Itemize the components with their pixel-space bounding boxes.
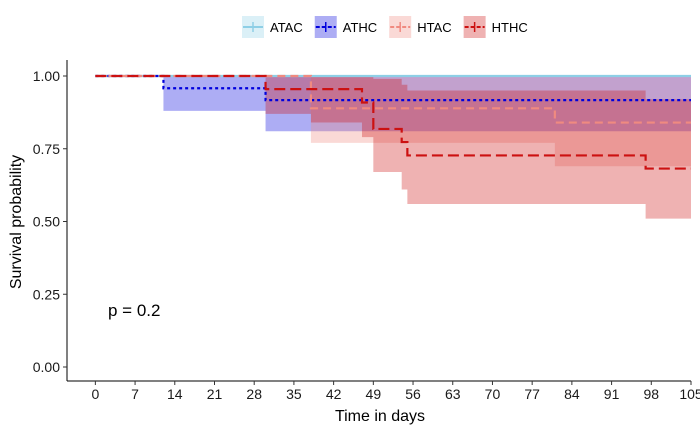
legend-label: ATHC: [343, 20, 377, 35]
x-axis-title: Time in days: [335, 408, 425, 425]
legend-item-athc: ATHC: [314, 16, 377, 38]
confidence-band-athc: [95, 76, 691, 132]
x-tick-label: 28: [246, 386, 262, 402]
legend-item-htac: HTAC: [389, 16, 452, 38]
x-tick-label: 63: [445, 386, 461, 402]
x-tick-label: 56: [405, 386, 421, 402]
confidence-band-hthc: [95, 76, 691, 219]
legend-item-atac: ATAC: [242, 16, 303, 38]
x-tick-label: 35: [286, 386, 302, 402]
x-tick-label: 91: [604, 386, 620, 402]
legend-label: HTAC: [417, 20, 451, 35]
legend-label: ATAC: [270, 20, 303, 35]
survival-curves: [95, 74, 691, 170]
x-tick-label: 42: [326, 386, 342, 402]
x-tick-label: 7: [131, 386, 139, 402]
legend: ATAC ATHC HTAC HTHC: [242, 16, 528, 38]
y-tick-label: 0.75: [33, 141, 60, 157]
x-tick-label: 0: [91, 386, 99, 402]
p-value-annotation: p = 0.2: [108, 301, 160, 320]
x-tick-label: 21: [207, 386, 223, 402]
y-axis-ticks: 0.00 0.25 0.50 0.75 1.00: [33, 68, 67, 375]
x-axis-ticks: 0 7 14 21 28 35 42 49 56 63 70 77 84 91 98 105: [91, 381, 700, 402]
x-tick-label: 49: [366, 386, 382, 402]
x-tick-label: 77: [524, 386, 540, 402]
x-tick-label: 14: [167, 386, 183, 402]
axes: [66, 60, 691, 382]
x-tick-label: 70: [485, 386, 501, 402]
confidence-bands: [95, 76, 691, 219]
y-tick-label: 0.25: [33, 286, 60, 302]
x-tick-label: 98: [644, 386, 660, 402]
y-tick-label: 1.00: [33, 68, 60, 84]
y-axis-title: Survival probability: [8, 155, 25, 289]
confidence-band-htac: [95, 76, 691, 167]
survival-curve-htac: [95, 74, 691, 124]
legend-item-hthc: HTHC: [463, 16, 528, 38]
legend-label: HTHC: [492, 20, 528, 35]
y-tick-label: 0.50: [33, 214, 60, 230]
y-tick-label: 0.00: [33, 359, 60, 375]
x-tick-label: 84: [564, 386, 580, 402]
x-tick-label: 105: [679, 386, 700, 402]
survival-curve-hthc: [95, 74, 691, 170]
